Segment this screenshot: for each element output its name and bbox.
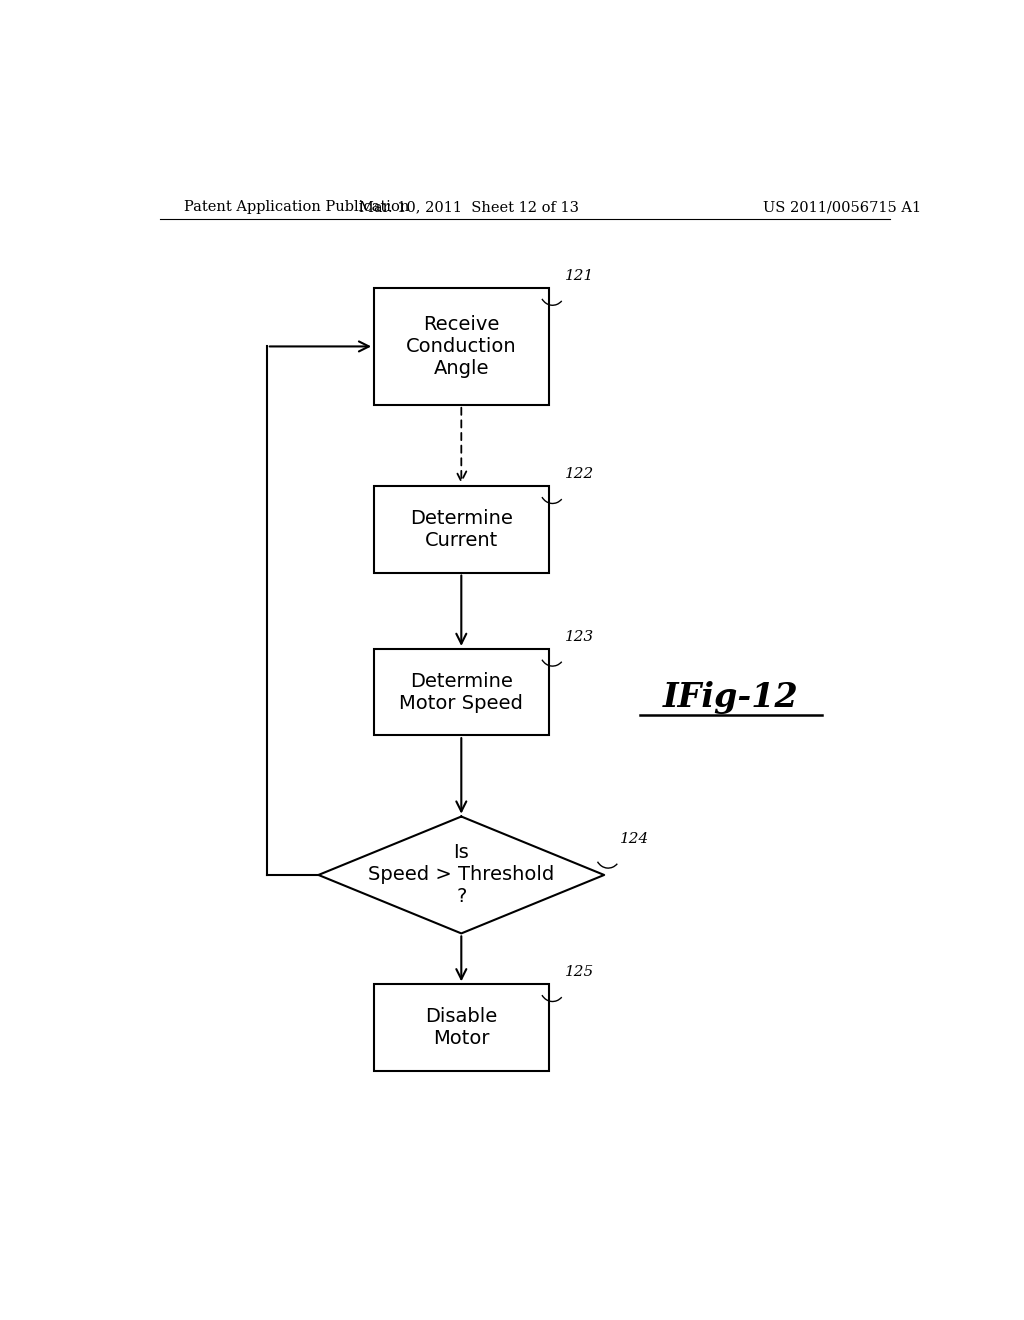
Polygon shape	[318, 817, 604, 933]
FancyBboxPatch shape	[374, 649, 549, 735]
Text: 122: 122	[564, 467, 594, 480]
Text: Is
Speed > Threshold
?: Is Speed > Threshold ?	[369, 843, 554, 907]
Text: Disable
Motor: Disable Motor	[425, 1007, 498, 1048]
Text: Mar. 10, 2011  Sheet 12 of 13: Mar. 10, 2011 Sheet 12 of 13	[359, 201, 580, 214]
Text: IFig-12: IFig-12	[664, 681, 799, 714]
Text: 121: 121	[564, 269, 594, 282]
FancyBboxPatch shape	[374, 985, 549, 1071]
Text: 124: 124	[620, 832, 649, 846]
FancyBboxPatch shape	[374, 486, 549, 573]
Text: Determine
Motor Speed: Determine Motor Speed	[399, 672, 523, 713]
Text: Determine
Current: Determine Current	[410, 510, 513, 550]
Text: Patent Application Publication: Patent Application Publication	[183, 201, 409, 214]
Text: US 2011/0056715 A1: US 2011/0056715 A1	[763, 201, 921, 214]
Text: Receive
Conduction
Angle: Receive Conduction Angle	[406, 315, 517, 378]
Text: 125: 125	[564, 965, 594, 979]
Text: 123: 123	[564, 630, 594, 644]
FancyBboxPatch shape	[374, 288, 549, 405]
